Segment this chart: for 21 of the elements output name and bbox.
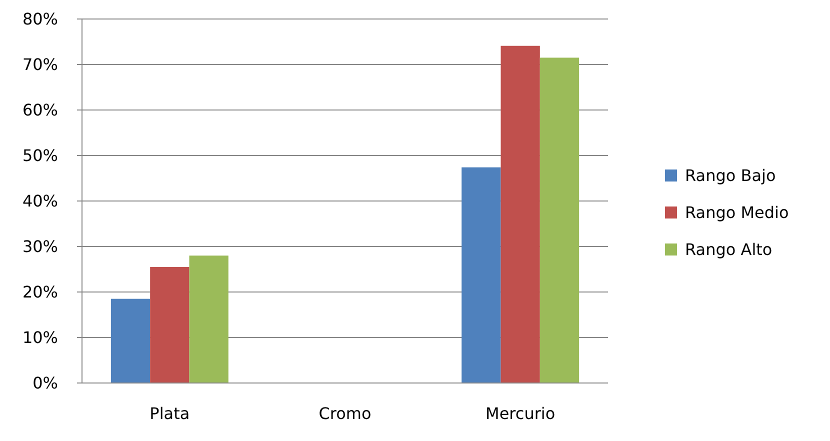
bar — [150, 266, 190, 383]
y-tick-label: 20% — [22, 282, 58, 302]
legend-label: Rango Bajo — [685, 166, 776, 186]
x-tick-label: Cromo — [318, 404, 372, 423]
bar — [462, 167, 501, 383]
legend-label: Rango Medio — [685, 203, 789, 222]
x-tick-label: Plata — [150, 404, 190, 423]
y-tick-label: 60% — [22, 100, 58, 120]
bar — [540, 58, 580, 383]
bar — [500, 46, 540, 383]
y-tick-label: 30% — [22, 237, 58, 256]
bar — [110, 298, 150, 383]
y-tick-label: 10% — [22, 328, 58, 348]
bar — [189, 256, 228, 383]
y-tick-label: 80% — [22, 10, 58, 29]
y-tick-label: 40% — [22, 192, 58, 211]
y-tick-label: 0% — [32, 374, 58, 393]
y-tick-label: 70% — [22, 55, 58, 74]
x-tick-label: Mercurio — [486, 404, 556, 423]
y-tick-label: 50% — [22, 146, 58, 166]
legend-label: Rango Alto — [685, 240, 772, 260]
